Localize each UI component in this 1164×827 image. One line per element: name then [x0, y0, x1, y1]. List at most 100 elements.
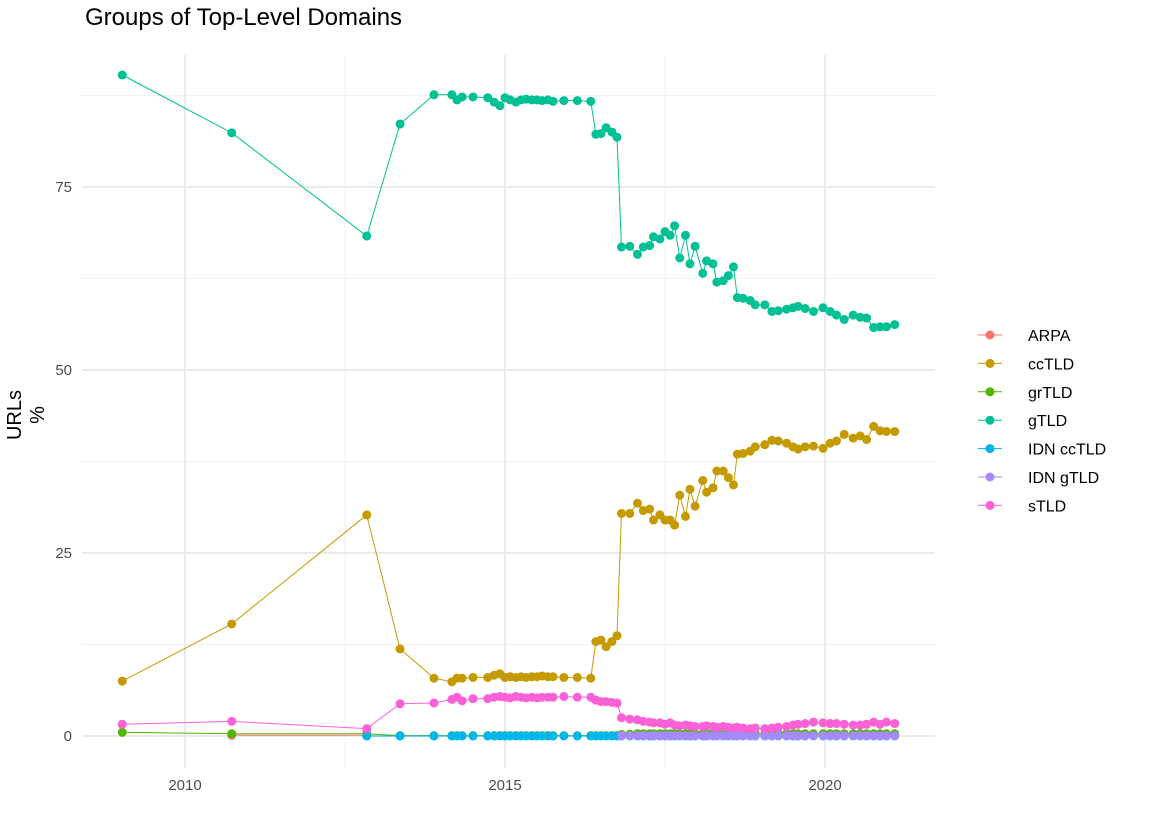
series-stld: [117, 691, 900, 734]
data-point: [808, 717, 818, 727]
data-point: [665, 230, 675, 240]
data-point: [632, 498, 642, 508]
legend-key-marker: [985, 444, 995, 454]
data-point: [468, 92, 478, 102]
data-point: [117, 70, 127, 80]
data-point: [760, 731, 770, 741]
data-point: [457, 696, 467, 706]
data-point: [712, 466, 722, 476]
data-point: [548, 692, 558, 702]
data-point: [869, 421, 879, 431]
data-point: [848, 720, 858, 730]
data-point: [483, 731, 493, 741]
x-tick-label: 2020: [808, 777, 841, 794]
legend-key-marker: [985, 387, 995, 397]
legend-label: ARPA: [1028, 328, 1071, 345]
data-point: [760, 440, 770, 450]
data-point: [616, 713, 626, 723]
series-line-segment: [122, 731, 232, 735]
series-line-segment: [616, 137, 622, 248]
data-point: [572, 692, 582, 702]
series-line-segment: [674, 225, 681, 259]
data-point: [638, 731, 648, 741]
legend-label: IDN gTLD: [1028, 470, 1099, 487]
data-point: [548, 731, 558, 741]
data-point: [808, 731, 818, 741]
data-point: [825, 719, 835, 729]
data-point: [808, 441, 818, 451]
data-point: [572, 96, 582, 106]
series-line-segment: [366, 703, 401, 730]
data-point: [362, 510, 372, 520]
data-point: [875, 731, 885, 741]
series-line-segment: [684, 235, 691, 264]
data-point: [723, 473, 733, 483]
data-point: [227, 729, 237, 739]
data-point: [395, 699, 405, 709]
data-point: [690, 501, 700, 511]
data-point: [773, 731, 783, 741]
data-point: [848, 310, 858, 320]
data-point: [839, 719, 849, 729]
data-point: [698, 268, 708, 278]
data-point: [596, 129, 606, 139]
data-point: [645, 241, 655, 251]
data-point: [848, 433, 858, 443]
data-point: [395, 731, 405, 741]
data-point: [670, 221, 680, 231]
series-line-segment: [590, 101, 597, 135]
data-point: [862, 731, 872, 741]
data-point: [708, 259, 718, 269]
legend-key-marker: [985, 472, 995, 482]
data-point: [839, 731, 849, 741]
data-point: [648, 731, 658, 741]
data-point: [782, 731, 792, 741]
legend-label: grTLD: [1028, 385, 1072, 402]
data-point: [483, 93, 493, 103]
data-point: [793, 731, 803, 741]
data-point: [227, 128, 237, 138]
legend-label: sTLD: [1028, 498, 1066, 515]
data-point: [655, 234, 665, 244]
series-idn-gtld: [616, 731, 900, 741]
data-point: [773, 436, 783, 446]
data-point: [685, 484, 695, 494]
data-point: [773, 722, 783, 732]
data-point: [738, 723, 748, 733]
data-point: [612, 698, 622, 708]
data-point: [800, 304, 810, 314]
data-point: [800, 442, 810, 452]
data-point: [818, 303, 828, 313]
data-point: [429, 698, 439, 708]
data-point: [723, 271, 733, 281]
data-point: [395, 644, 405, 654]
x-tick-label: 2015: [488, 777, 521, 794]
data-point: [738, 293, 748, 303]
data-point: [890, 731, 900, 741]
data-point: [616, 731, 626, 741]
legend-label: IDN ccTLD: [1028, 442, 1106, 459]
data-point: [117, 676, 127, 686]
data-point: [832, 310, 842, 320]
series-line-segment: [231, 132, 368, 237]
series-line-segment: [684, 489, 691, 517]
series-gtld: [117, 70, 900, 333]
data-point: [612, 631, 622, 641]
y-tick-label: 50: [55, 362, 72, 379]
data-point: [767, 731, 777, 741]
data-point: [362, 731, 372, 741]
data-point: [680, 511, 690, 521]
data-point: [395, 119, 405, 129]
data-point: [881, 717, 891, 727]
data-point: [760, 300, 770, 310]
data-point: [675, 490, 685, 500]
data-point: [559, 731, 569, 741]
data-point: [429, 731, 439, 741]
data-point: [690, 721, 700, 731]
data-point: [825, 731, 835, 741]
data-point: [848, 731, 858, 741]
data-point: [117, 719, 127, 729]
data-point: [670, 520, 680, 530]
legend-key-marker: [985, 415, 995, 425]
data-point: [632, 249, 642, 259]
